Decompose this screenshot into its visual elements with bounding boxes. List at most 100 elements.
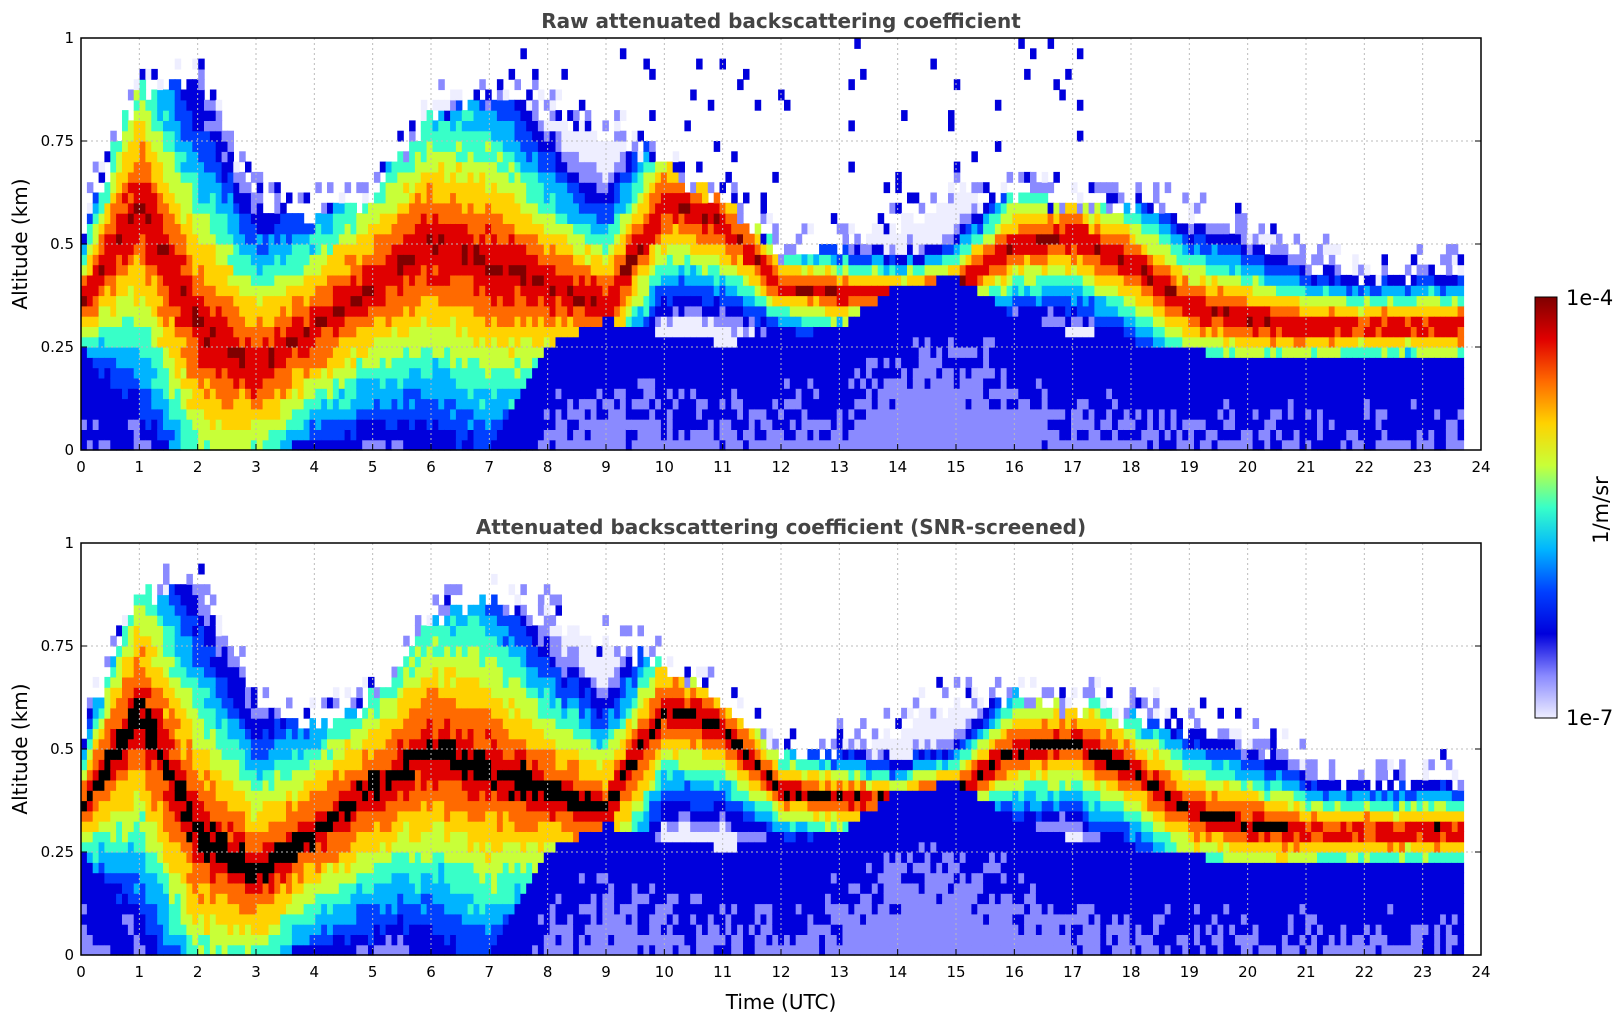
heatmap-cell	[631, 439, 639, 451]
heatmap-cell	[467, 367, 475, 379]
heatmap-cell	[373, 223, 381, 235]
heatmap-cell	[614, 326, 621, 338]
heatmap-cell	[696, 202, 703, 214]
heatmap-cell	[578, 130, 586, 142]
heatmap-cell	[1024, 171, 1031, 183]
heatmap-cell	[1088, 388, 1096, 400]
heatmap-cell	[467, 295, 475, 307]
heatmap-cell	[526, 161, 533, 173]
heatmap-cell	[385, 316, 393, 327]
heatmap-cell	[461, 202, 469, 214]
heatmap-cell	[426, 182, 434, 194]
heatmap-cell	[414, 305, 422, 317]
heatmap-cell	[508, 110, 516, 121]
heatmap-cell	[1006, 223, 1014, 235]
heatmap-cell	[168, 223, 176, 235]
heatmap-cell	[245, 264, 252, 276]
heatmap-cell	[168, 264, 176, 276]
heatmap-cell	[672, 316, 680, 327]
heatmap-cell	[754, 254, 762, 266]
heatmap-cell	[1088, 347, 1096, 358]
heatmap-cell	[461, 264, 469, 276]
heatmap-cell	[555, 388, 562, 400]
heatmap-cell	[702, 377, 709, 389]
heatmap-cell	[860, 336, 867, 348]
heatmap-cell	[444, 357, 451, 369]
heatmap-cell	[537, 347, 545, 358]
heatmap-cell	[479, 244, 486, 255]
heatmap-cell	[186, 254, 193, 266]
heatmap-cell	[1059, 264, 1066, 276]
heatmap-cell	[426, 130, 434, 142]
heatmap-cell	[526, 398, 533, 410]
heatmap-cell	[948, 316, 955, 327]
heatmap-cell	[485, 408, 492, 420]
heatmap-cell	[116, 377, 123, 389]
heatmap-cell	[221, 264, 229, 276]
heatmap-cell	[702, 182, 709, 194]
heatmap-cell	[789, 264, 797, 276]
heatmap-cell	[455, 244, 463, 255]
heatmap-cell	[619, 213, 627, 224]
heatmap-cell	[549, 429, 557, 441]
heatmap-cell	[561, 398, 568, 410]
heatmap-cell	[649, 151, 656, 163]
heatmap-cell	[145, 161, 152, 173]
heatmap-cell	[168, 326, 176, 338]
heatmap-cell	[573, 202, 580, 214]
heatmap-cell	[350, 398, 357, 410]
heatmap-cell	[819, 274, 826, 286]
heatmap-cell	[1076, 316, 1084, 327]
heatmap-cell	[561, 316, 568, 327]
panel-1-title: Raw attenuated backscattering coefficien…	[541, 9, 1021, 33]
heatmap-cell	[391, 161, 398, 173]
heatmap-column	[450, 89, 457, 451]
heatmap-cell	[660, 316, 668, 327]
heatmap-cell	[1088, 439, 1096, 451]
heatmap-cell	[830, 254, 838, 266]
heatmap-cell	[268, 429, 275, 441]
heatmap-cell	[461, 429, 469, 441]
heatmap-cell	[368, 398, 375, 410]
heatmap-cell	[1047, 367, 1055, 379]
heatmap-cell	[163, 171, 170, 183]
heatmap-cell	[555, 213, 562, 224]
heatmap-cell	[432, 130, 439, 142]
heatmap-cell	[643, 274, 650, 286]
heatmap-cell	[426, 295, 434, 307]
heatmap-cell	[1018, 367, 1025, 379]
heatmap-cell	[754, 274, 762, 286]
heatmap-cell	[801, 439, 808, 451]
heatmap-cell	[409, 305, 416, 317]
heatmap-cell	[233, 264, 240, 276]
heatmap-cell	[1082, 398, 1090, 410]
heatmap-cell	[122, 357, 129, 369]
heatmap-cell	[209, 429, 217, 441]
heatmap-cell	[338, 244, 346, 255]
heatmap-cell	[332, 233, 340, 245]
heatmap-cell	[754, 429, 762, 441]
heatmap-cell	[696, 285, 703, 297]
heatmap-cell	[414, 285, 422, 297]
heatmap-cell	[830, 347, 838, 358]
heatmap-cell	[409, 120, 416, 132]
heatmap-cell	[204, 254, 211, 266]
heatmap-cell	[830, 305, 838, 317]
heatmap-cell	[485, 316, 492, 327]
heatmap-cell	[127, 305, 135, 317]
heatmap-cell	[122, 223, 129, 235]
heatmap-column	[332, 202, 340, 451]
heatmap-column	[731, 151, 738, 451]
heatmap-cell	[948, 429, 955, 441]
heatmap-cell	[696, 264, 703, 276]
heatmap-cell	[1041, 285, 1049, 297]
heatmap-cell	[684, 408, 691, 420]
heatmap-cell	[1076, 274, 1084, 286]
heatmap-cell	[268, 398, 275, 410]
heatmap-cell	[215, 161, 223, 173]
heatmap-cell	[198, 141, 205, 152]
heatmap-cell	[848, 429, 855, 441]
heatmap-cell	[204, 244, 211, 255]
heatmap-cell	[743, 439, 750, 451]
heatmap-cell	[637, 202, 644, 214]
